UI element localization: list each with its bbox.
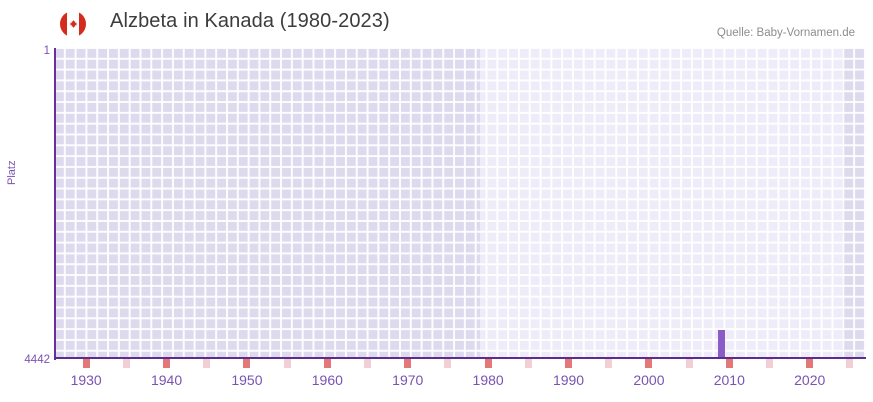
x-axis-tick-marks — [54, 359, 866, 368]
x-tick-mark-2005 — [685, 359, 693, 368]
x-axis-tick-label-1960: 1960 — [311, 372, 343, 388]
chart-source-label: Quelle: Baby-Vornamen.de — [716, 27, 855, 39]
x-tick-mark-1965 — [364, 359, 372, 368]
x-axis-tick-label-1940: 1940 — [150, 372, 183, 388]
x-tick-mark-1945 — [203, 359, 211, 368]
maple-leaf-icon — [68, 19, 78, 29]
y-axis-tick-top: 1 — [0, 41, 50, 59]
x-tick-mark-1955 — [283, 359, 291, 368]
x-axis-tick-label-1990: 1990 — [552, 372, 585, 388]
x-axis-line — [54, 357, 866, 359]
y-axis-tick-bottom: 4442 — [0, 350, 50, 368]
chart-header: Alzbeta in Kanada (1980-2023) Quelle: Ba… — [0, 0, 873, 46]
page-title: Alzbeta in Kanada (1980-2023) — [110, 10, 390, 32]
x-tick-mark-2025 — [846, 359, 854, 368]
x-axis-tick-label-1950: 1950 — [231, 372, 263, 388]
x-axis-tick-label-1970: 1970 — [392, 372, 424, 388]
y-axis-title: Platz — [6, 160, 18, 185]
y-axis-tick-bottom-label: 4442 — [24, 354, 50, 366]
x-tick-mark-1995 — [605, 359, 613, 368]
plot-area — [54, 48, 866, 358]
grid-lines — [54, 48, 866, 358]
x-tick-mark-2000 — [645, 359, 653, 368]
flag-right-band — [79, 11, 86, 37]
x-axis-tick-label-1930: 1930 — [70, 372, 102, 388]
x-tick-mark-2015 — [766, 359, 774, 368]
x-tick-mark-1990 — [565, 359, 573, 368]
x-axis-tick-labels: 1930 1940 1950 1960 1970 1980 1990 2000 2010 2020 — [0, 372, 873, 394]
x-axis-tick-label-1980: 1980 — [472, 372, 504, 388]
x-tick-mark-1930 — [82, 359, 90, 368]
x-tick-mark-1935 — [122, 359, 130, 368]
x-tick-mark-1975 — [444, 359, 452, 368]
canada-flag-icon — [60, 11, 86, 37]
x-tick-mark-2020 — [806, 359, 814, 368]
x-tick-mark-1950 — [243, 359, 251, 368]
x-axis-tick-label-2000: 2000 — [633, 372, 665, 388]
y-axis-line — [54, 48, 56, 360]
x-tick-mark-2010 — [725, 359, 733, 368]
x-tick-mark-1980 — [484, 359, 492, 368]
y-axis-tick-top-label: 1 — [43, 45, 50, 57]
x-tick-mark-1940 — [163, 359, 171, 368]
x-tick-mark-1970 — [404, 359, 412, 368]
x-axis-tick-label-2020: 2020 — [794, 372, 826, 388]
bar-2009[interactable] — [717, 330, 725, 358]
flag-left-band — [60, 11, 67, 37]
x-axis-tick-label-2010: 2010 — [713, 372, 745, 388]
x-tick-mark-1960 — [323, 359, 331, 368]
x-tick-mark-1985 — [524, 359, 532, 368]
